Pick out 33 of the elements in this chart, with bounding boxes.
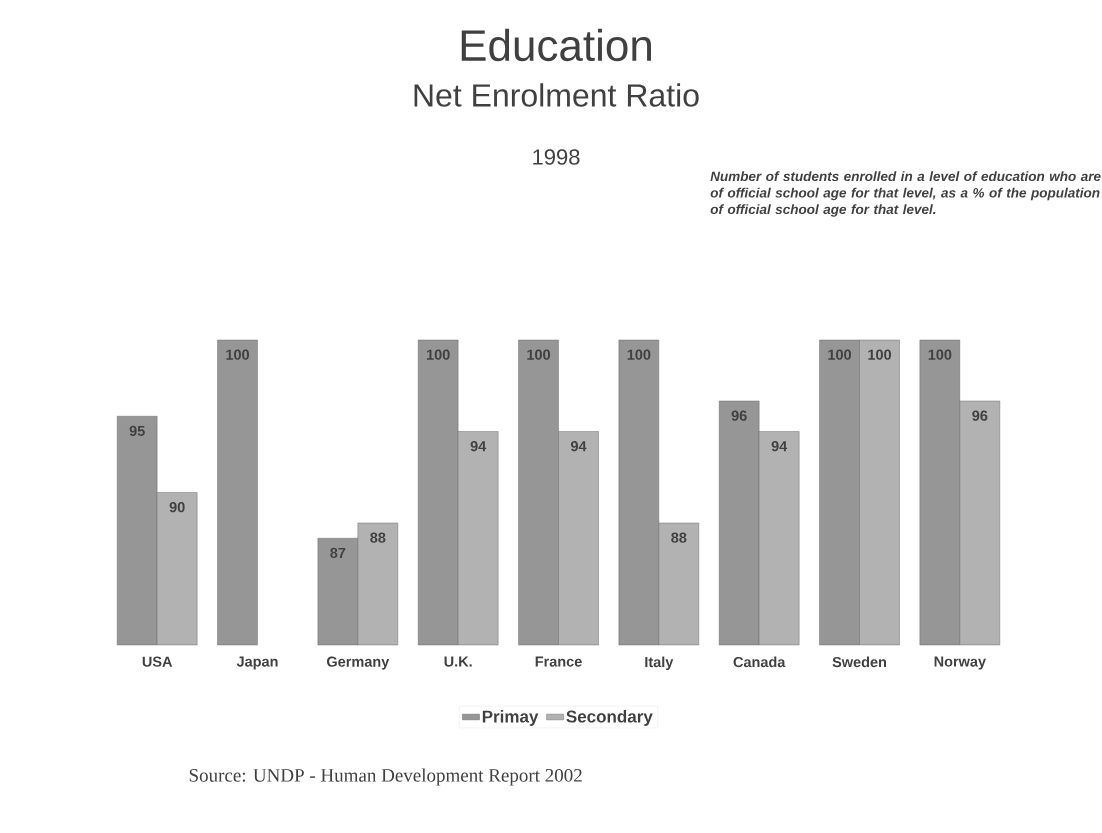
data-label: 100 [527, 349, 551, 360]
data-label: 100 [828, 349, 852, 360]
x-tick-label: USA [142, 656, 173, 667]
data-label: 94 [570, 441, 587, 452]
legend-label: Primay [482, 710, 539, 726]
data-label: 88 [370, 532, 386, 543]
data-label: 100 [868, 349, 892, 360]
x-tick-label: Norway [934, 656, 986, 670]
data-label: 90 [169, 502, 185, 513]
x-tick-label: Germany [327, 656, 390, 670]
text: Number of students enrolled in a level of education who are of official school age for that level, as a % of the population of official school age for that level. [710, 171, 1101, 217]
data-label: 100 [226, 349, 250, 360]
x-tick-label: Sweden [832, 656, 887, 668]
text: 1998 [533, 149, 580, 165]
chart-subtitle: Net Enrolment Ratio [414, 83, 699, 107]
data-label: 100 [426, 349, 450, 360]
data-label: 96 [972, 410, 988, 421]
source-note: Source: UNDP - Human Development Report 2002 [189, 768, 582, 786]
legend-label: Secondary [566, 710, 653, 726]
x-tick-label: Italy [645, 656, 674, 671]
data-label: 94 [470, 441, 487, 452]
x-tick-label: France [535, 656, 582, 667]
data-label: 96 [731, 410, 747, 421]
data-label: 87 [330, 547, 346, 559]
x-tick-label: U.K. [444, 656, 472, 667]
data-label: 88 [671, 532, 687, 543]
data-label: 100 [928, 349, 952, 360]
chart-title: Education [461, 28, 651, 62]
data-label: 94 [771, 441, 788, 452]
data-label: 100 [627, 349, 651, 360]
x-tick-label: Japan [236, 656, 278, 670]
x-tick-label: Canada [733, 656, 786, 668]
data-label: 95 [129, 425, 145, 437]
